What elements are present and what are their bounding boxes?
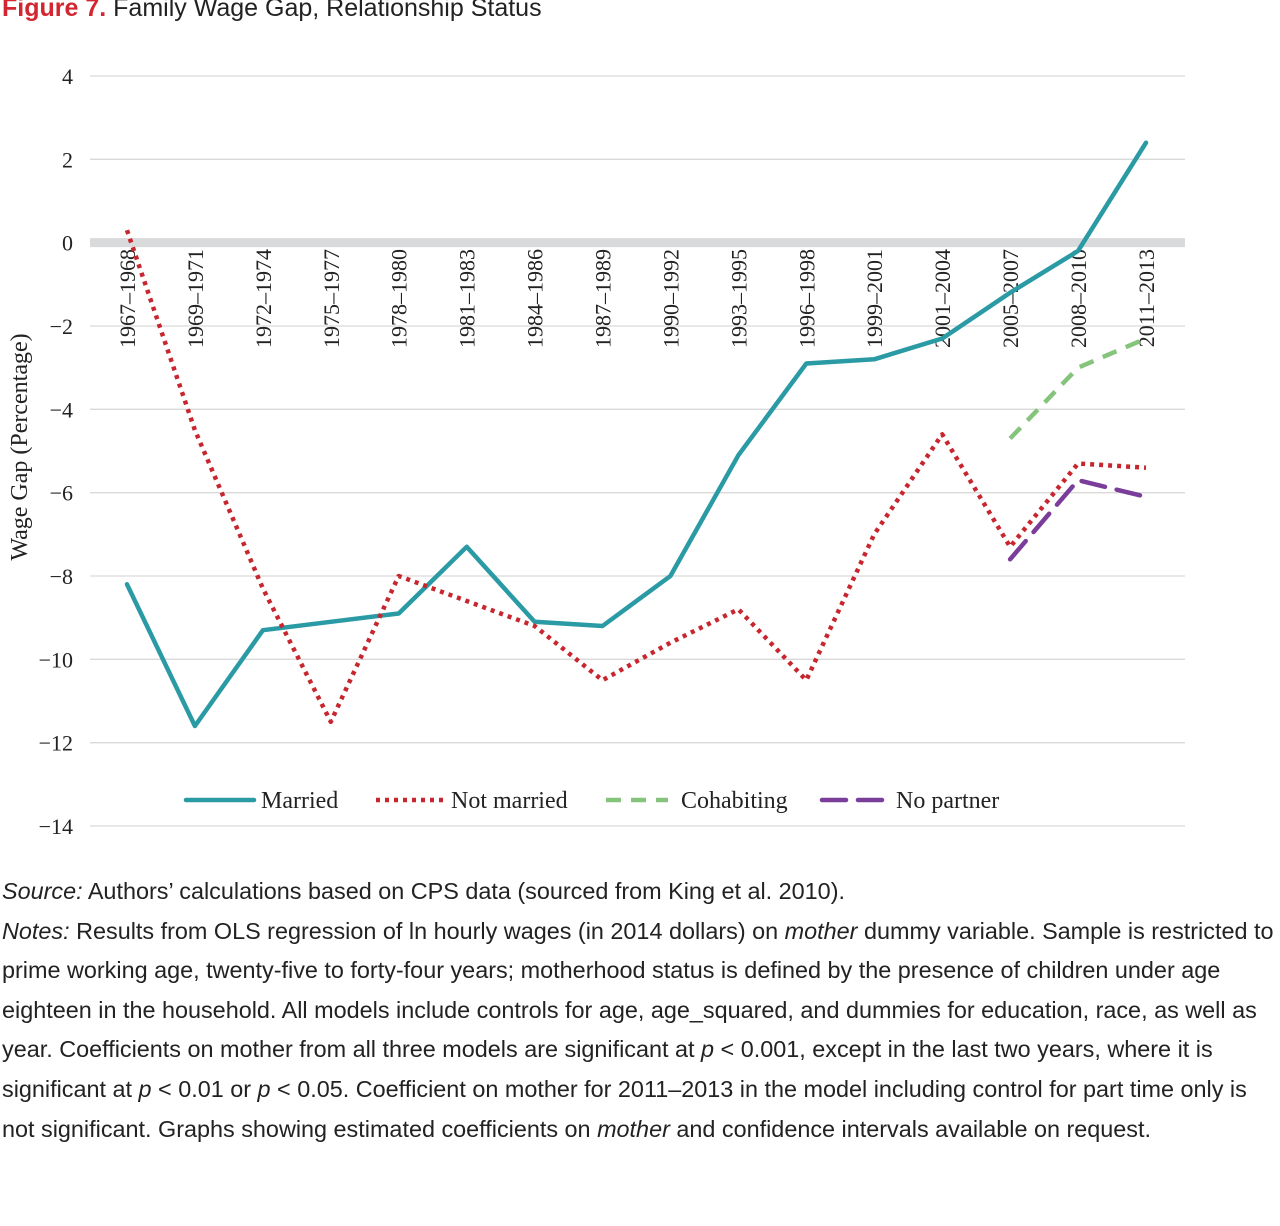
y-tick-label: 0 <box>62 231 73 256</box>
x-tick-labels: 1967–1968 1969–1971 1972–1974 1975–1977 1978… <box>115 249 1159 348</box>
x-tick-label: 1981–1983 <box>455 249 480 348</box>
figure-title: Figure 7. Family Wage Gap, Relationship … <box>2 0 542 23</box>
x-tick-label: 1969–1971 <box>183 249 208 348</box>
x-tick-label: 1975–1977 <box>319 249 344 348</box>
x-tick-label: 1978–1980 <box>387 249 412 348</box>
series-line-no-partner <box>1007 477 1149 562</box>
notes-text-5: < 0.05. Coefficient on mother for 2011–2… <box>2 1075 1247 1142</box>
y-axis-label: Wage Gap (Percentage) <box>7 333 33 560</box>
series-lines <box>124 140 1149 729</box>
notes-p-2: p <box>138 1075 152 1102</box>
series-line-not-married <box>124 229 1147 725</box>
notes-mother-2: mother <box>597 1115 670 1142</box>
notes-text-6: and confidence intervals available on re… <box>669 1115 1151 1142</box>
notes-label: Notes: <box>2 917 70 944</box>
notes-paragraph: Notes: Results from OLS regression of ln… <box>2 912 1278 1150</box>
legend: Married Not married Cohabiting No partner <box>183 788 999 814</box>
y-tick-label: −4 <box>50 397 73 422</box>
legend-label: Cohabiting <box>681 788 788 814</box>
legend-label: No partner <box>896 788 999 814</box>
x-tick-label: 1987–1989 <box>591 249 616 348</box>
x-tick-label: 1967–1968 <box>115 249 140 348</box>
notes-text-4: < 0.01 or <box>151 1075 258 1102</box>
figure-notes: Source: Authors’ calculations based on C… <box>2 872 1278 1149</box>
series-line-cohabiting <box>1008 336 1147 441</box>
legend-label: Not married <box>451 788 568 814</box>
notes-text-1: Results from OLS regression of ln hourly… <box>69 917 785 944</box>
x-tick-label: 2011–2013 <box>1134 249 1159 347</box>
y-tick-label: −8 <box>50 564 73 589</box>
series-line-married <box>124 140 1149 729</box>
x-tick-label: 1999–2001 <box>862 249 887 348</box>
x-tick-label: 1972–1974 <box>251 249 276 348</box>
x-tick-label: 2008–2010 <box>1066 249 1091 348</box>
y-tick-label: 2 <box>62 147 73 172</box>
notes-p-1: p <box>701 1036 715 1063</box>
figure-label: Figure 7. <box>2 0 107 22</box>
y-tick-label: −2 <box>50 314 73 339</box>
figure-title-text: Family Wage Gap, Relationship Status <box>113 0 542 22</box>
x-tick-label: 1984–1986 <box>523 249 548 348</box>
source-text: Authors’ calculations based on CPS data … <box>82 878 845 904</box>
notes-text-3: < 0.001, except in the last two years, w… <box>2 1036 1213 1102</box>
source-note: Source: Authors’ calculations based on C… <box>2 872 1278 912</box>
y-tick-label: 4 <box>62 64 73 89</box>
line-chart: 4 2 0 −2 −4 −6 −8 −10 −12 −14 Wage Gap (Percentag… <box>7 64 1185 839</box>
legend-label: Married <box>261 788 338 814</box>
x-tick-label: 1990–1992 <box>658 249 683 348</box>
notes-p-3: p <box>257 1075 271 1102</box>
y-tick-label: −12 <box>39 731 73 756</box>
y-tick-label: −10 <box>39 647 73 672</box>
grid-lines <box>90 75 1185 827</box>
y-tick-label: −14 <box>39 814 73 839</box>
y-tick-labels: 4 2 0 −2 −4 −6 −8 −10 −12 −14 <box>39 64 73 839</box>
y-tick-label: −6 <box>50 481 73 506</box>
notes-text-2: dummy variable. Sample is restricted to … <box>2 917 1274 1063</box>
x-tick-label: 1996–1998 <box>794 249 819 348</box>
x-tick-label: 1993–1995 <box>726 249 751 348</box>
notes-mother-1: mother <box>784 917 858 944</box>
source-label: Source: <box>2 878 83 904</box>
